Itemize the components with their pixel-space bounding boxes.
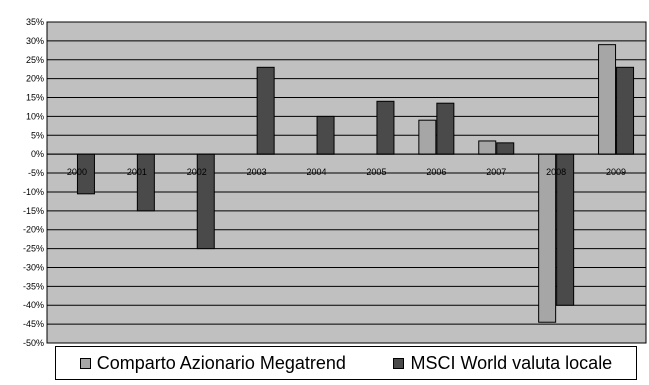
y-tick-label: 35% bbox=[26, 17, 44, 27]
y-tick-label: -20% bbox=[23, 225, 44, 235]
x-category-label: 2007 bbox=[486, 167, 506, 177]
bar-series-2-2004 bbox=[316, 115, 335, 155]
bar-series-2-2001 bbox=[136, 153, 155, 212]
y-tick-label: 0% bbox=[31, 149, 44, 159]
x-category-label: 2008 bbox=[546, 167, 566, 177]
y-tick-label: -35% bbox=[23, 281, 44, 291]
y-tick-labels: 35% 30% 25% 20% 15% 10% 5% 0% -5% -10% -15% -20% -25… bbox=[23, 17, 44, 348]
bar-series-2-2003 bbox=[256, 66, 275, 155]
y-tick-label: -45% bbox=[23, 319, 44, 329]
legend-item-series-1: Comparto Azionario Megatrend bbox=[79, 352, 346, 374]
y-tick-label: 25% bbox=[26, 55, 44, 65]
y-tick-label: -10% bbox=[23, 187, 44, 197]
y-tick-label: 10% bbox=[26, 111, 44, 121]
legend-swatch-series-1 bbox=[79, 357, 91, 369]
x-category-label: 2002 bbox=[187, 167, 207, 177]
bar-series-1-2009 bbox=[598, 44, 617, 155]
x-category-label: 2009 bbox=[606, 167, 626, 177]
x-category-label: 2003 bbox=[247, 167, 267, 177]
y-tick-label: -5% bbox=[28, 168, 44, 178]
legend-swatch-series-2 bbox=[393, 357, 405, 369]
x-category-label: 2006 bbox=[426, 167, 446, 177]
legend: Comparto Azionario Megatrend MSCI World … bbox=[55, 346, 637, 380]
x-category-label: 2004 bbox=[307, 167, 327, 177]
x-category-label: 2001 bbox=[127, 167, 147, 177]
bar-series-1-2006 bbox=[418, 119, 437, 155]
y-tick-label: 5% bbox=[31, 130, 44, 140]
y-tick-label: -25% bbox=[23, 244, 44, 254]
legend-item-series-2: MSCI World valuta locale bbox=[393, 353, 612, 374]
x-category-labels: 2000 2001 2002 2003 2004 2005 2006 2007 2008 2009 bbox=[67, 167, 626, 177]
y-tick-label: 20% bbox=[26, 74, 44, 84]
bar-series-2-2007 bbox=[496, 142, 515, 155]
y-tick-label: 30% bbox=[26, 36, 44, 46]
y-tick-label: -15% bbox=[23, 206, 44, 216]
bars-group bbox=[76, 44, 635, 323]
x-category-label: 2000 bbox=[67, 167, 87, 177]
bar-series-1-2007 bbox=[478, 140, 497, 155]
bar-series-2-2005 bbox=[376, 100, 395, 155]
y-tick-label: 15% bbox=[26, 93, 44, 103]
y-tick-label: -50% bbox=[23, 338, 44, 348]
legend-label-series-2: MSCI World valuta locale bbox=[410, 352, 613, 373]
bar-series-2-2006 bbox=[436, 102, 455, 155]
bar-series-1-2008 bbox=[538, 153, 557, 323]
y-tick-label: -40% bbox=[23, 300, 44, 310]
y-tick-label: -30% bbox=[23, 262, 44, 272]
x-category-label: 2005 bbox=[366, 167, 386, 177]
bar-series-2-2009 bbox=[616, 66, 635, 155]
legend-label-series-1: Comparto Azionario Megatrend bbox=[96, 352, 346, 373]
